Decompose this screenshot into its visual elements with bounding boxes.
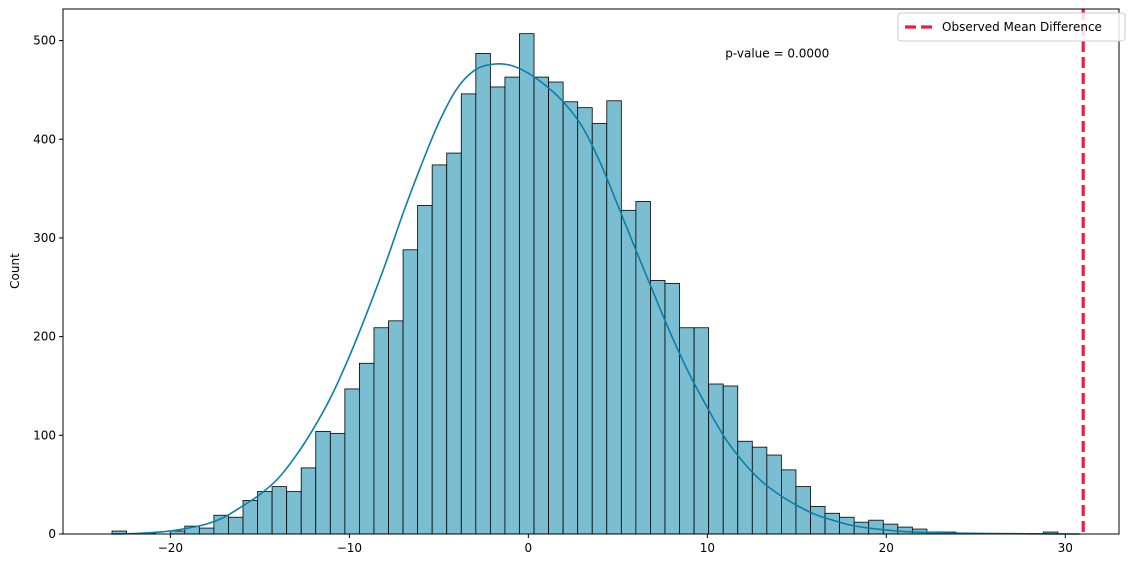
x-axis-ticks: −20 −10 0 10 20 30 — [158, 534, 1073, 555]
y-tick-label: 300 — [33, 231, 56, 245]
x-tick-label: −20 — [158, 541, 183, 555]
histogram-bar — [198, 527, 215, 535]
histogram-bar — [242, 500, 258, 535]
x-tick-label: 20 — [879, 541, 894, 555]
histogram-bar — [664, 282, 680, 535]
histogram-bar — [519, 33, 535, 535]
y-axis-ticks: 0 100 200 300 400 500 — [33, 34, 63, 541]
histogram-bar — [315, 430, 331, 535]
histogram-bar — [562, 101, 579, 535]
histogram-bar — [329, 432, 346, 535]
histogram-bar — [810, 505, 826, 535]
histogram-bar — [795, 486, 811, 535]
histogram-bar — [446, 152, 462, 535]
histogram-bar — [228, 516, 244, 535]
histogram-bar — [388, 320, 404, 535]
histogram-bar — [693, 327, 710, 535]
y-tick-label: 500 — [33, 34, 56, 48]
axes-frame — [62, 8, 1120, 535]
legend: Observed Mean Difference — [897, 12, 1126, 42]
histogram-bar — [620, 209, 637, 535]
x-tick-label: 0 — [525, 541, 533, 555]
histogram-bar — [373, 327, 389, 535]
histogram-bar — [489, 86, 506, 535]
histogram-bar — [402, 249, 419, 535]
histogram-bar — [708, 383, 724, 535]
histogram-bar — [344, 388, 360, 535]
histogram-bar — [460, 93, 477, 535]
histogram-bar — [257, 491, 273, 535]
histogram-bar — [591, 123, 608, 535]
y-tick-label: 400 — [33, 132, 56, 146]
histogram-bar — [824, 512, 841, 535]
histogram-bar — [475, 53, 491, 535]
histogram-bar — [533, 76, 549, 535]
histogram-bar — [417, 204, 433, 535]
histogram-bar — [577, 107, 593, 535]
histogram-bar — [300, 467, 317, 535]
histogram-bar — [359, 362, 375, 535]
y-tick-label: 100 — [33, 428, 56, 442]
x-tick-label: −10 — [337, 541, 362, 555]
x-tick-label: 10 — [700, 541, 715, 555]
histogram-bar — [781, 469, 797, 535]
histogram-bar — [271, 486, 288, 535]
legend-box — [897, 12, 1126, 42]
x-tick-label: 30 — [1058, 541, 1073, 555]
histogram-bar — [431, 164, 448, 535]
y-tick-label: 0 — [48, 527, 56, 541]
histogram-bar — [882, 523, 899, 535]
y-axis-label: Count — [8, 253, 22, 289]
histogram-bar — [751, 446, 768, 535]
p-value-annotation: p-value = 0.0000 — [725, 46, 829, 60]
histogram-bar — [548, 81, 564, 535]
y-tick-label: 200 — [33, 330, 56, 344]
histogram-bar — [722, 385, 739, 535]
kde-curve — [111, 63, 1080, 535]
histogram-bar — [606, 100, 622, 535]
histogram-bar — [286, 491, 302, 535]
histogram-bar — [635, 201, 651, 535]
histogram-bar — [737, 440, 753, 535]
legend-label: Observed Mean Difference — [942, 20, 1102, 34]
histogram-bar — [868, 519, 884, 535]
histogram-bar — [504, 76, 520, 535]
histogram-bar — [650, 279, 666, 535]
